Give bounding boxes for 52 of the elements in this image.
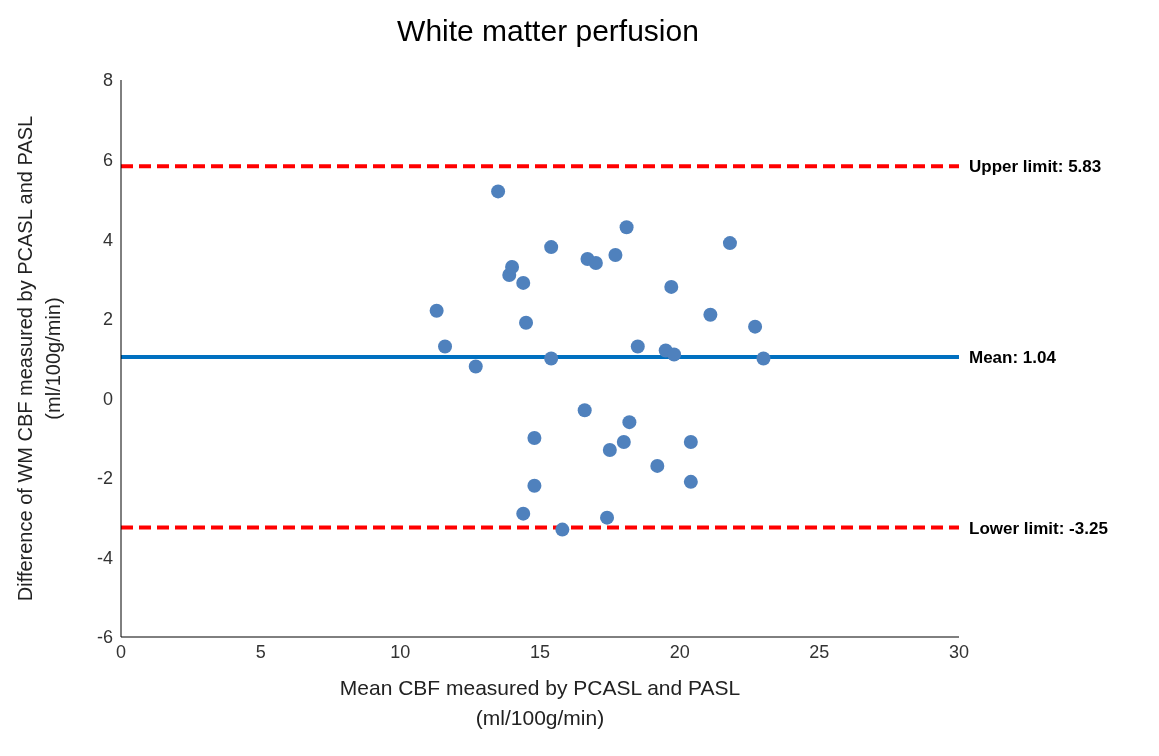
y-tick-label: -2 [96,468,113,489]
ref-line-label: Lower limit: -3.25 [969,518,1108,538]
point [748,319,763,334]
point [600,510,615,525]
x-tick-label: 30 [948,641,970,662]
point [650,458,665,473]
y-tick-label: -4 [96,547,113,568]
chart-title: White matter perfusion [396,14,700,48]
point [683,474,698,489]
point [555,522,570,537]
point [630,339,645,354]
y-tick-label: 2 [102,309,113,330]
y-tick-label: 0 [102,388,113,409]
y-tick-label: -6 [96,627,113,648]
x-tick-label: 15 [529,641,551,662]
point [667,347,682,362]
point [664,279,679,294]
point [608,248,623,263]
point [505,259,520,274]
point [429,303,444,318]
point [602,443,617,458]
point [519,315,534,330]
point [527,431,542,446]
x-tick-label: 5 [255,641,266,662]
point [516,506,531,521]
x-tick-label: 20 [669,641,690,662]
point [516,275,531,290]
point [527,478,542,493]
point [622,415,637,430]
point [588,256,603,271]
y-axis-title: Difference of WM CBF measured by PCASL and PASL (ml/100g/min) [14,115,64,602]
point [722,236,737,251]
x-tick-label: 10 [390,641,411,662]
ref-line-label: Upper limit: 5.83 [969,157,1102,177]
point [577,403,592,418]
y-tick-label: 4 [102,229,113,250]
point [703,307,718,322]
point [683,435,698,450]
x-tick-label: 0 [115,641,127,662]
point [544,351,559,366]
point [616,435,631,450]
x-axis-title: Mean CBF measured by PCASL and PASL (ml/100g/min) [339,676,741,729]
y-tick-label: 6 [102,149,113,170]
point [619,220,634,235]
point [756,351,771,366]
ref-line-label: Mean: 1.04 [969,347,1057,367]
point [468,359,483,374]
point [491,184,506,199]
point [438,339,453,354]
point [544,240,559,255]
x-tick-label: 25 [809,641,830,662]
y-tick-label: 8 [102,70,113,91]
